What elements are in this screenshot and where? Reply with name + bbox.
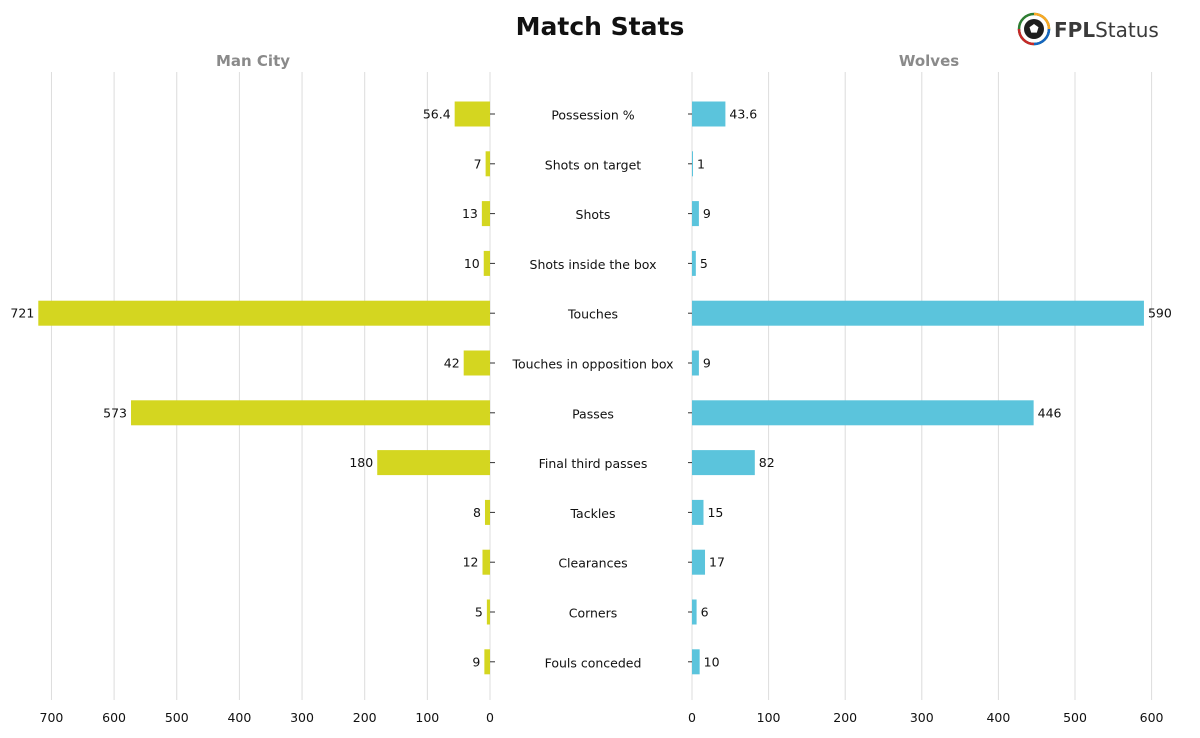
left-value-label: 56.4 xyxy=(423,107,451,122)
right-value-label: 446 xyxy=(1038,405,1062,420)
right-axis-ticks: 0 100 200 300 400 500 600 xyxy=(688,710,1164,725)
left-bar xyxy=(481,201,490,227)
right-value-label: 6 xyxy=(701,605,709,620)
right-bar xyxy=(692,350,699,376)
right-bar xyxy=(692,649,700,675)
left-value-label: 8 xyxy=(473,505,481,520)
category-label: Tackles xyxy=(569,506,615,521)
right-bar xyxy=(692,250,696,276)
logo-brand-light: Status xyxy=(1095,18,1159,42)
right-value-label: 9 xyxy=(703,356,711,371)
left-axis-ticks: 0 100 200 300 400 500 600 700 xyxy=(40,710,495,725)
left-tick-label: 600 xyxy=(102,710,126,725)
right-value-label: 9 xyxy=(703,206,711,221)
fplstatus-logo: FPLStatus xyxy=(1017,12,1159,46)
category-label: Passes xyxy=(572,406,614,421)
right-tick-label: 600 xyxy=(1140,710,1164,725)
right-tick-label: 300 xyxy=(910,710,934,725)
left-value-label: 573 xyxy=(103,405,127,420)
right-bar xyxy=(692,499,704,525)
category-label: Shots on target xyxy=(545,157,642,172)
right-tick-label: 200 xyxy=(833,710,857,725)
left-tick-label: 0 xyxy=(486,710,494,725)
right-value-label: 15 xyxy=(707,505,723,520)
left-value-label: 13 xyxy=(462,206,478,221)
right-tick-label: 100 xyxy=(757,710,781,725)
left-value-label: 10 xyxy=(464,256,480,271)
right-gridlines xyxy=(691,72,1153,700)
left-bar xyxy=(131,400,490,426)
category-label: Possession % xyxy=(551,108,634,123)
category-label: Clearances xyxy=(558,556,627,571)
category-label: Touches xyxy=(567,307,618,322)
left-bar xyxy=(482,549,490,575)
right-team-label: Wolves xyxy=(899,52,959,70)
right-bar xyxy=(692,151,693,177)
category-label: Shots xyxy=(576,207,611,222)
chart-title: Match Stats xyxy=(516,12,685,41)
left-bar xyxy=(483,250,490,276)
logo-brand-bold: FPL xyxy=(1054,18,1095,42)
right-tick-label: 0 xyxy=(688,710,696,725)
left-bar xyxy=(454,101,490,127)
left-value-label: 42 xyxy=(444,356,460,371)
right-bar xyxy=(692,599,697,625)
left-bar xyxy=(377,450,490,476)
left-bar xyxy=(463,350,490,376)
category-label: Touches in opposition box xyxy=(511,357,673,372)
left-bar xyxy=(38,300,491,326)
right-tick-label: 500 xyxy=(1063,710,1087,725)
category-label: Fouls conceded xyxy=(545,655,642,670)
right-value-label: 10 xyxy=(704,654,720,669)
left-bar xyxy=(486,599,490,625)
bars: 56.4 43.6 7 1 13 9 10 5 721 590 42 9 573 446 180 82 8 15 1… xyxy=(10,101,1172,675)
left-tick-label: 300 xyxy=(290,710,314,725)
category-label: Corners xyxy=(569,606,618,621)
left-tick-label: 700 xyxy=(40,710,64,725)
right-bar xyxy=(692,549,706,575)
category-labels: Possession % Shots on target Shots Shots in… xyxy=(511,108,673,671)
left-value-label: 7 xyxy=(474,156,482,171)
left-value-label: 5 xyxy=(475,605,483,620)
category-label: Final third passes xyxy=(539,456,648,471)
left-bar xyxy=(484,499,490,525)
left-value-label: 721 xyxy=(10,306,34,321)
left-bar xyxy=(485,151,490,177)
right-value-label: 590 xyxy=(1148,306,1172,321)
right-value-label: 1 xyxy=(697,156,705,171)
right-bar xyxy=(692,400,1034,426)
svg-text:FPLStatus: FPLStatus xyxy=(1054,18,1159,42)
right-value-label: 43.6 xyxy=(729,107,757,122)
category-label: Shots inside the box xyxy=(530,257,657,272)
right-value-label: 5 xyxy=(700,256,708,271)
right-bar xyxy=(692,101,726,127)
left-bar xyxy=(484,649,490,675)
left-tick-label: 400 xyxy=(227,710,251,725)
left-team-label: Man City xyxy=(216,52,290,70)
soccer-ball-icon xyxy=(1017,12,1051,46)
right-value-label: 82 xyxy=(759,455,775,470)
left-tick-label: 100 xyxy=(415,710,439,725)
right-bar xyxy=(692,450,755,476)
left-tick-label: 200 xyxy=(353,710,377,725)
left-gridlines xyxy=(50,72,491,700)
left-value-label: 12 xyxy=(463,555,479,570)
right-tick-label: 400 xyxy=(986,710,1010,725)
left-value-label: 9 xyxy=(472,654,480,669)
right-bar xyxy=(692,201,699,227)
right-bar xyxy=(692,300,1144,326)
left-value-label: 180 xyxy=(349,455,373,470)
right-value-label: 17 xyxy=(709,555,725,570)
left-tick-label: 500 xyxy=(165,710,189,725)
